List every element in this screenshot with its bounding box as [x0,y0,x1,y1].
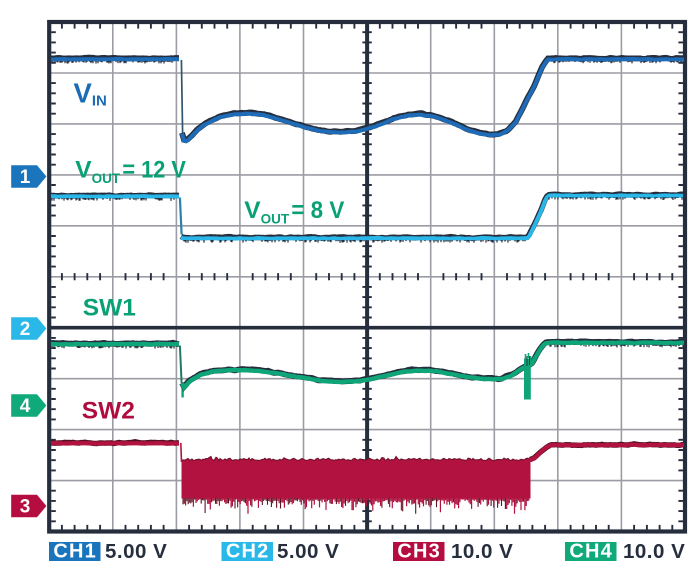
svg-text:VOUT= 8 V: VOUT= 8 V [244,197,345,227]
svg-text:10.0 V: 10.0 V [451,540,513,563]
svg-text:CH4: CH4 [569,541,613,563]
svg-text:5.00 V: 5.00 V [105,540,167,563]
svg-text:SW1: SW1 [83,295,136,322]
svg-text:2: 2 [20,319,31,340]
svg-text:VOUT= 12 V: VOUT= 12 V [75,157,186,187]
svg-text:10.0 V: 10.0 V [623,540,685,563]
svg-text:CH1: CH1 [53,541,97,563]
svg-text:1: 1 [20,167,31,188]
svg-text:5.00 V: 5.00 V [277,540,339,563]
svg-text:CH3: CH3 [397,541,441,563]
svg-text:SW2: SW2 [82,397,135,424]
svg-text:3: 3 [20,497,31,518]
svg-text:CH2: CH2 [226,541,270,563]
svg-text:4: 4 [20,396,31,417]
